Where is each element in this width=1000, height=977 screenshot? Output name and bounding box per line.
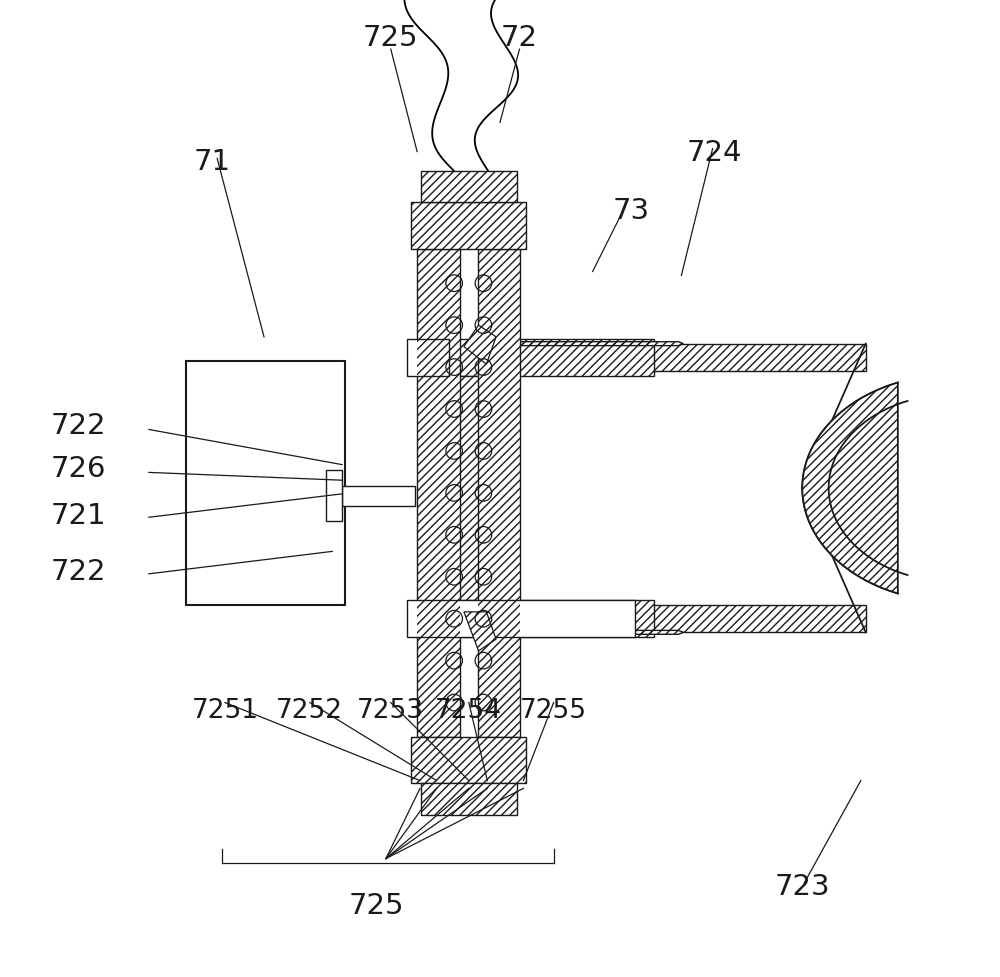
- Bar: [411, 737, 526, 784]
- Bar: [417, 250, 460, 737]
- Bar: [411, 203, 526, 250]
- Text: 7252: 7252: [276, 698, 343, 724]
- Text: 72: 72: [501, 24, 538, 53]
- Text: 73: 73: [613, 196, 650, 225]
- Text: 722: 722: [51, 557, 106, 585]
- Bar: [421, 784, 517, 815]
- Polygon shape: [802, 383, 898, 594]
- Bar: [342, 487, 415, 506]
- Bar: [417, 250, 460, 737]
- Bar: [421, 784, 517, 815]
- Text: 7255: 7255: [520, 698, 587, 724]
- Bar: [457, 376, 496, 601]
- Bar: [411, 203, 526, 250]
- Bar: [459, 339, 654, 376]
- Bar: [407, 339, 449, 376]
- Text: 725: 725: [363, 24, 419, 53]
- Polygon shape: [479, 342, 683, 346]
- Text: 7253: 7253: [357, 698, 424, 724]
- Text: 725: 725: [348, 891, 404, 919]
- Polygon shape: [464, 325, 496, 364]
- Bar: [421, 172, 517, 203]
- Bar: [411, 737, 526, 784]
- Text: 7251: 7251: [191, 698, 258, 724]
- Bar: [459, 601, 654, 638]
- Bar: [464, 344, 866, 371]
- Bar: [457, 376, 496, 601]
- Bar: [464, 606, 866, 633]
- Polygon shape: [464, 613, 496, 652]
- Text: 721: 721: [51, 502, 107, 530]
- Bar: [478, 250, 520, 737]
- Text: 723: 723: [775, 872, 830, 900]
- Bar: [459, 601, 654, 638]
- Text: 7254: 7254: [435, 698, 502, 724]
- Bar: [326, 471, 342, 522]
- Bar: [407, 601, 635, 638]
- Text: 71: 71: [194, 149, 231, 176]
- Bar: [464, 344, 866, 371]
- Bar: [464, 606, 866, 633]
- Bar: [459, 339, 654, 376]
- Text: 722: 722: [51, 411, 106, 439]
- Bar: [186, 361, 345, 606]
- Text: 724: 724: [687, 139, 742, 166]
- Text: 726: 726: [51, 455, 106, 483]
- Bar: [421, 172, 517, 203]
- Polygon shape: [479, 631, 683, 635]
- Bar: [478, 250, 520, 737]
